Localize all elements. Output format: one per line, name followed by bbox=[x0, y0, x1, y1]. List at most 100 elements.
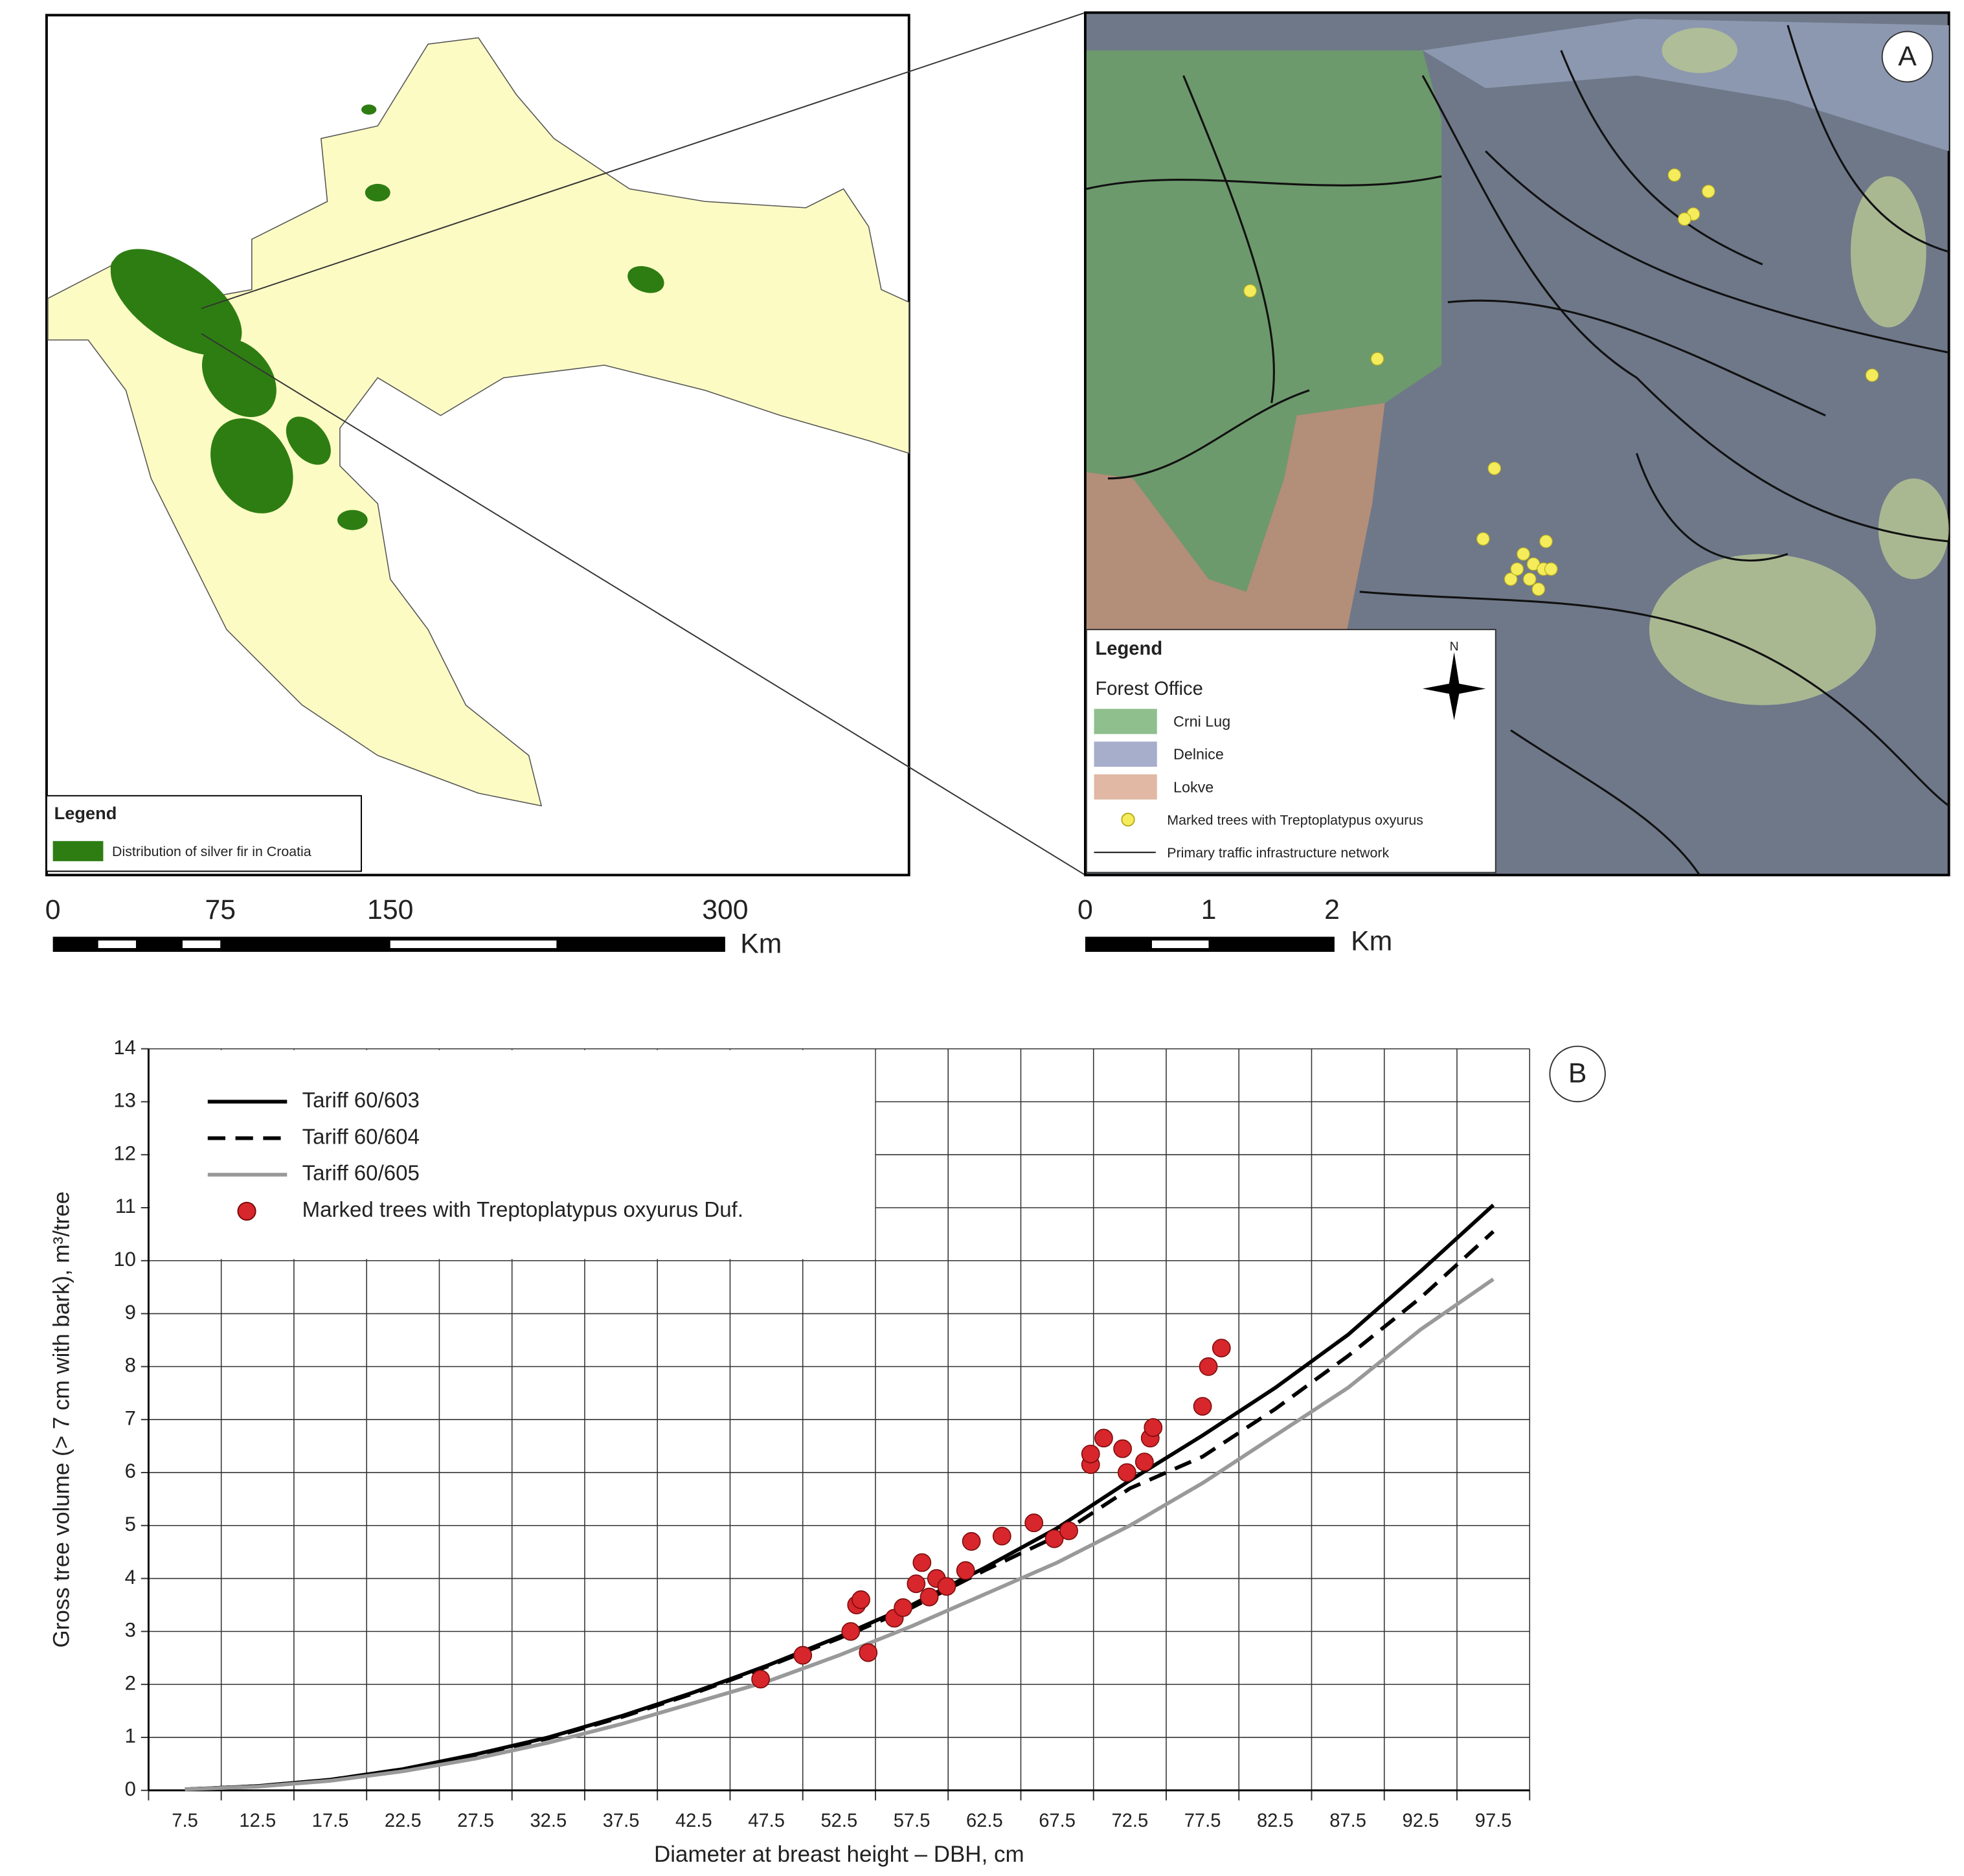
scale-label: 75 bbox=[205, 894, 236, 925]
tree-location bbox=[1678, 212, 1691, 226]
tree-point bbox=[841, 1622, 861, 1641]
tree-location bbox=[1510, 562, 1524, 576]
legend-label: Marked trees with Treptoplatypus oxyurus… bbox=[302, 1198, 743, 1222]
tree-point bbox=[1044, 1529, 1064, 1548]
scale-unit: Km bbox=[740, 928, 782, 959]
tree-location bbox=[1504, 572, 1518, 586]
boundary-line bbox=[1107, 389, 1310, 480]
tree-point bbox=[1081, 1444, 1100, 1464]
legend-label: Tariff 60/603 bbox=[302, 1089, 420, 1113]
tree-location bbox=[1702, 185, 1715, 198]
scale-bar bbox=[52, 936, 725, 952]
fir-area bbox=[110, 257, 154, 297]
tree-point bbox=[912, 1553, 932, 1572]
tree-location bbox=[1487, 461, 1502, 475]
y-tick-label: 5 bbox=[125, 1513, 136, 1535]
x-tick-label: 57.5 bbox=[894, 1811, 931, 1831]
legend-dot bbox=[1121, 813, 1135, 827]
y-tick-label: 3 bbox=[125, 1619, 136, 1642]
tree-location bbox=[1476, 532, 1490, 546]
office-delnice-light bbox=[1422, 19, 1949, 152]
zoom-line bbox=[201, 333, 1086, 876]
tree-point bbox=[1117, 1463, 1136, 1482]
boundary-line bbox=[1485, 150, 1949, 354]
open-area bbox=[1662, 27, 1738, 73]
legend-swatch bbox=[1094, 708, 1157, 734]
x-tick-label: 62.5 bbox=[966, 1811, 1003, 1831]
scale-label: 0 bbox=[1078, 894, 1093, 925]
y-tick-label: 4 bbox=[125, 1566, 136, 1588]
label: Marked trees with Treptoplatypus oxyurus bbox=[1167, 812, 1423, 828]
scale-label: 300 bbox=[702, 894, 748, 925]
open-area bbox=[1851, 176, 1926, 328]
tree-point bbox=[1113, 1439, 1133, 1458]
tree-location bbox=[1243, 284, 1257, 298]
y-tick-label: 6 bbox=[125, 1460, 136, 1482]
series-line bbox=[185, 1278, 1495, 1792]
legend-swatch bbox=[52, 841, 104, 861]
zoom-line bbox=[201, 12, 1086, 310]
tree-point bbox=[793, 1645, 813, 1665]
boundary-line bbox=[1421, 74, 1949, 543]
x-tick-label: 22.5 bbox=[385, 1811, 422, 1831]
scale-gap bbox=[98, 940, 136, 949]
x-tick-label: 12.5 bbox=[239, 1811, 276, 1831]
y-tick-label: 0 bbox=[125, 1778, 136, 1800]
scale-unit: Km bbox=[1351, 926, 1392, 957]
scale-label: 1 bbox=[1201, 894, 1217, 925]
x-tick-label: 27.5 bbox=[457, 1811, 494, 1831]
tree-point bbox=[962, 1531, 981, 1551]
tree-location bbox=[1370, 352, 1384, 366]
fir-area bbox=[627, 266, 664, 293]
tree-location bbox=[1539, 534, 1553, 548]
y-tick-label: 12 bbox=[113, 1142, 136, 1164]
tree-point bbox=[992, 1526, 1011, 1546]
scale-gap bbox=[1151, 940, 1209, 949]
x-tick-label: 97.5 bbox=[1475, 1811, 1512, 1831]
panel-label: B bbox=[1568, 1058, 1587, 1089]
series-line bbox=[185, 1203, 1495, 1792]
y-tick-label: 1 bbox=[125, 1724, 136, 1747]
tree-location bbox=[1522, 572, 1537, 586]
x-tick-label: 87.5 bbox=[1329, 1811, 1366, 1831]
y-tick-label: 2 bbox=[125, 1671, 136, 1694]
x-tick-label: 32.5 bbox=[530, 1811, 567, 1831]
label: N bbox=[1450, 640, 1459, 654]
x-tick-label: 67.5 bbox=[1039, 1811, 1076, 1831]
boundary-line bbox=[1787, 25, 1950, 253]
tree-point bbox=[1212, 1339, 1231, 1358]
x-tick-label: 52.5 bbox=[820, 1811, 857, 1831]
legend-label: Tariff 60/604 bbox=[302, 1125, 420, 1149]
tree-point bbox=[859, 1643, 878, 1662]
y-tick-label: 14 bbox=[113, 1036, 136, 1059]
boundary-line bbox=[1636, 453, 1789, 562]
tree-location bbox=[1667, 168, 1682, 182]
office-lokve bbox=[1086, 403, 1385, 630]
fir-area bbox=[210, 418, 293, 514]
y-tick-label: 13 bbox=[113, 1089, 136, 1112]
y-tick-label: 11 bbox=[115, 1195, 136, 1217]
boundary-line bbox=[1560, 50, 1763, 266]
tree-location bbox=[1517, 547, 1530, 561]
tree-location bbox=[1865, 368, 1879, 382]
fir-area bbox=[286, 416, 331, 465]
fir-area bbox=[361, 104, 377, 115]
tree-point bbox=[852, 1590, 870, 1609]
compass bbox=[1422, 652, 1486, 721]
label: Delnice bbox=[1173, 746, 1224, 763]
tree-point bbox=[956, 1561, 975, 1580]
x-tick-label: 17.5 bbox=[312, 1811, 349, 1831]
legend-swatch bbox=[1094, 774, 1157, 800]
y-tick-label: 9 bbox=[125, 1301, 136, 1324]
label: Legend bbox=[1095, 639, 1162, 659]
country-shape bbox=[47, 37, 910, 807]
open-area bbox=[1878, 478, 1949, 580]
scale-label: 150 bbox=[367, 894, 413, 925]
y-tick-label: 10 bbox=[113, 1248, 136, 1271]
x-tick-label: 42.5 bbox=[675, 1811, 712, 1831]
label: Forest Office bbox=[1095, 679, 1202, 699]
boundary-line bbox=[1182, 75, 1275, 403]
x-tick-label: 37.5 bbox=[603, 1811, 640, 1831]
